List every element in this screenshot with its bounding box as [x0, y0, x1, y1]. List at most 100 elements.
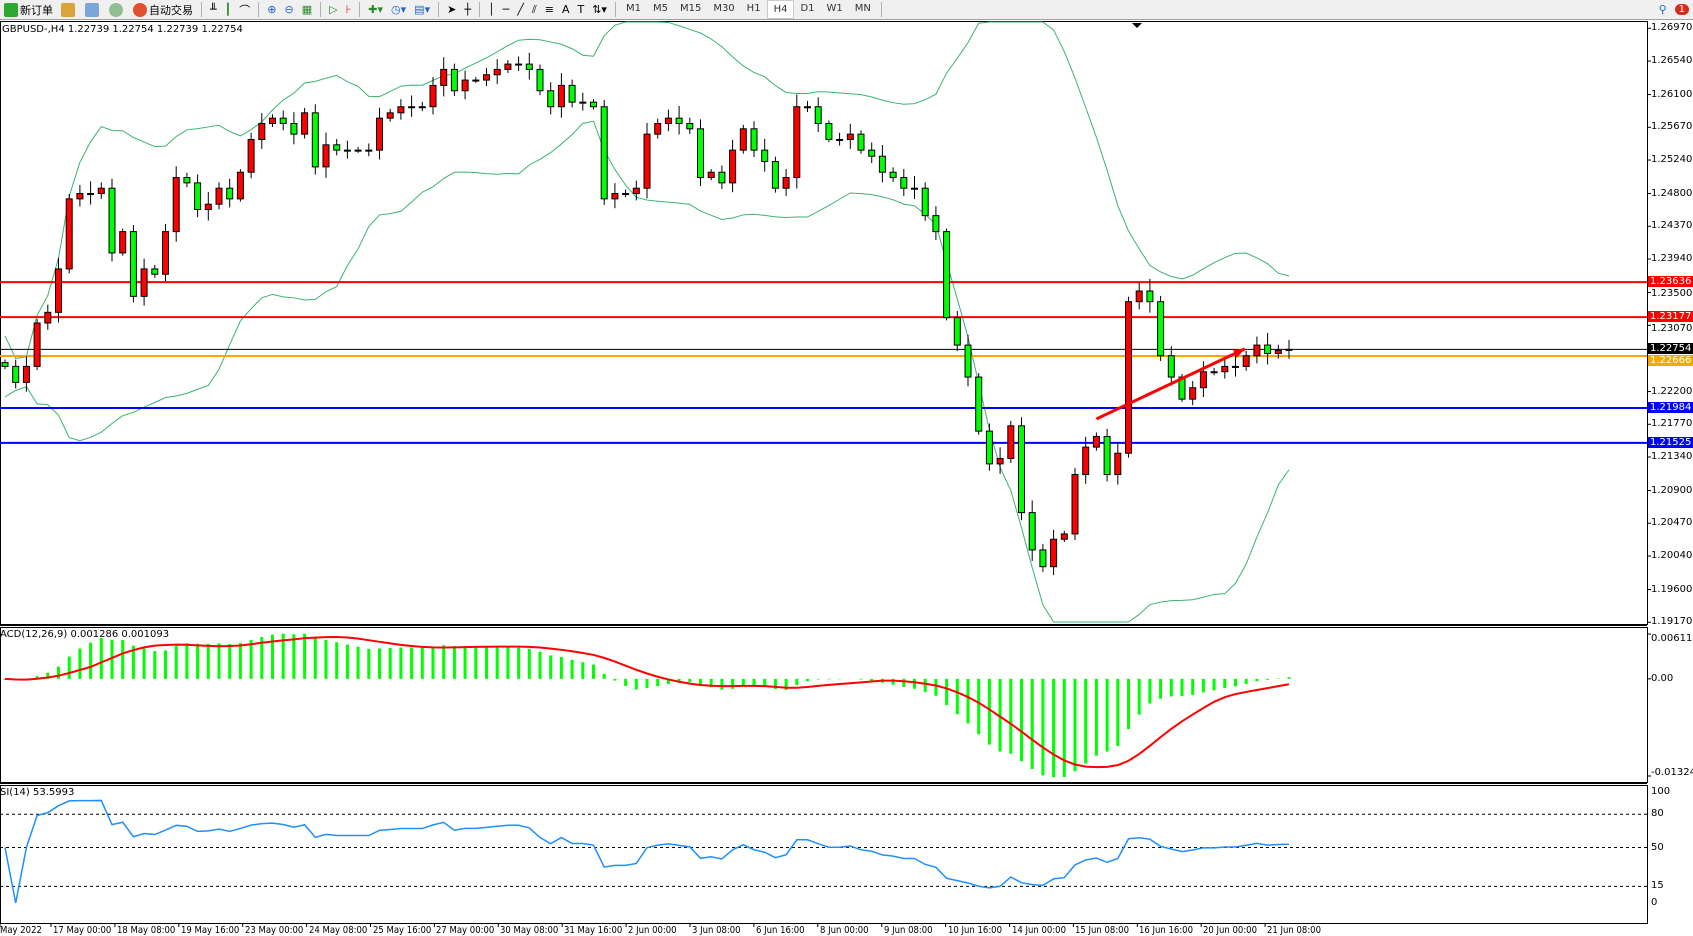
macd-histogram-bar [816, 678, 820, 680]
candle [386, 112, 394, 119]
candle [12, 365, 20, 383]
timeframe-m5[interactable]: M5 [652, 3, 668, 14]
auto-scroll-button[interactable]: ▷ [329, 3, 338, 16]
macd-histogram-bar [559, 657, 563, 679]
new-order-button[interactable]: 新订单 [0, 0, 57, 19]
chart-shift-button[interactable]: ⊦ [345, 3, 352, 16]
candle [932, 215, 940, 233]
macd-histogram-bar [1201, 678, 1205, 693]
candle [761, 149, 769, 163]
macd-axis-label: 0.006114 [1651, 633, 1693, 644]
line-chart-button[interactable]: ⌒ [239, 3, 251, 17]
candle [354, 149, 362, 152]
candle [279, 117, 287, 124]
candle [985, 430, 993, 465]
periods-button[interactable]: ◷▾ [391, 3, 407, 16]
auto-trading-button[interactable]: 自动交易 [129, 0, 197, 19]
cursor-button[interactable]: ➤ [447, 3, 457, 16]
time-axis-label: 30 May 08:00 [500, 925, 559, 936]
candle [226, 187, 234, 200]
timeframe-h4[interactable]: H4 [766, 0, 795, 19]
zoom-out-button[interactable]: ⊖ [284, 3, 294, 16]
timeframe-m30[interactable]: M30 [713, 3, 735, 14]
text-button[interactable]: A [561, 3, 570, 16]
indicators-button[interactable]: ✚▾ [368, 3, 384, 16]
candle [365, 149, 373, 152]
candle [1221, 365, 1229, 373]
candle [1189, 387, 1197, 400]
candle [87, 193, 95, 196]
candle [675, 117, 683, 124]
macd-histogram-bar [131, 645, 135, 679]
timeframe-h1[interactable]: H1 [746, 3, 761, 14]
price-tag: 1.23636 [1648, 276, 1693, 288]
candle-chart-button[interactable]: ┃ [224, 3, 232, 16]
candle [707, 171, 715, 179]
tile-windows-button[interactable]: ▦ [301, 3, 313, 16]
horizontal-line-button[interactable]: ─ [502, 3, 510, 16]
macd-histogram-bar [356, 646, 360, 679]
candle [236, 171, 244, 200]
equidistant-channel-button[interactable]: ⫽ [531, 2, 537, 16]
candle [1028, 512, 1036, 551]
time-axis-label: 20 Jun 00:00 [1203, 925, 1258, 936]
candle [686, 122, 694, 130]
divider [320, 2, 322, 17]
bollinger-upper-band [4, 21, 1290, 359]
macd-histogram-bar [388, 647, 392, 679]
macd-histogram-bar [891, 678, 895, 685]
timeframe-m15[interactable]: M15 [679, 3, 702, 14]
macd-histogram-bar [345, 644, 349, 679]
time-axis-label: 31 May 16:00 [564, 925, 623, 936]
zoom-in-button[interactable]: ⊕ [267, 3, 277, 16]
macd-histogram-bar [923, 678, 927, 693]
trendline-button[interactable]: ╱ [517, 3, 524, 16]
trend-arrow-head-icon [1232, 348, 1245, 358]
arrows-button[interactable]: ⇅▾ [592, 3, 607, 16]
candle [1082, 446, 1090, 476]
candle [846, 133, 854, 140]
search-icon[interactable]: ⚲ [1658, 3, 1667, 16]
timeframe-w1[interactable]: W1 [826, 3, 843, 14]
macd-histogram-bar [196, 643, 200, 679]
price-axis-label: 1.23940 [1651, 253, 1693, 265]
macd-histogram-bar [1148, 678, 1152, 704]
divider [359, 2, 361, 17]
price-axis-label: 1.19600 [1651, 583, 1693, 595]
timeframe-d1[interactable]: D1 [800, 3, 815, 14]
candle [162, 231, 169, 275]
timeframe-mn[interactable]: MN [854, 3, 871, 14]
price-axis-label: 1.24370 [1651, 220, 1693, 232]
time-axis-label: 10 Jun 16:00 [947, 925, 1002, 936]
macd-histogram-bar [945, 678, 949, 706]
candle [1274, 349, 1282, 354]
macd-histogram-bar [185, 643, 189, 679]
candle [1103, 435, 1111, 476]
price-tag: 1.22666 [1648, 355, 1693, 367]
text-label-button[interactable]: T [577, 3, 585, 16]
timeframe-m1[interactable]: M1 [625, 3, 641, 14]
macd-histogram-bar [977, 678, 981, 735]
bar-chart-button[interactable]: ╨ [210, 3, 217, 16]
macd-histogram-bar [763, 678, 767, 687]
candle [643, 133, 651, 189]
templates-button[interactable]: ▤▾ [414, 3, 431, 16]
macd-histogram-bar [1244, 678, 1248, 685]
crosshair-button[interactable]: ┼ [464, 3, 471, 16]
time-axis-label: 17 May 00:00 [53, 925, 112, 936]
vertical-line-button[interactable]: │ [487, 3, 495, 16]
candle [1060, 533, 1068, 540]
candle [525, 63, 533, 70]
candle [1285, 348, 1293, 351]
terminal-button[interactable] [81, 0, 105, 19]
notifications-button[interactable]: 1 [1671, 0, 1693, 19]
macd-histogram-bar [752, 678, 756, 687]
history-button[interactable] [57, 0, 81, 19]
fibonacci-button[interactable]: ≡ [544, 3, 554, 16]
macd-histogram-bar [303, 633, 307, 679]
candle [55, 268, 62, 313]
candle [269, 117, 276, 124]
signals-button[interactable] [105, 0, 129, 19]
